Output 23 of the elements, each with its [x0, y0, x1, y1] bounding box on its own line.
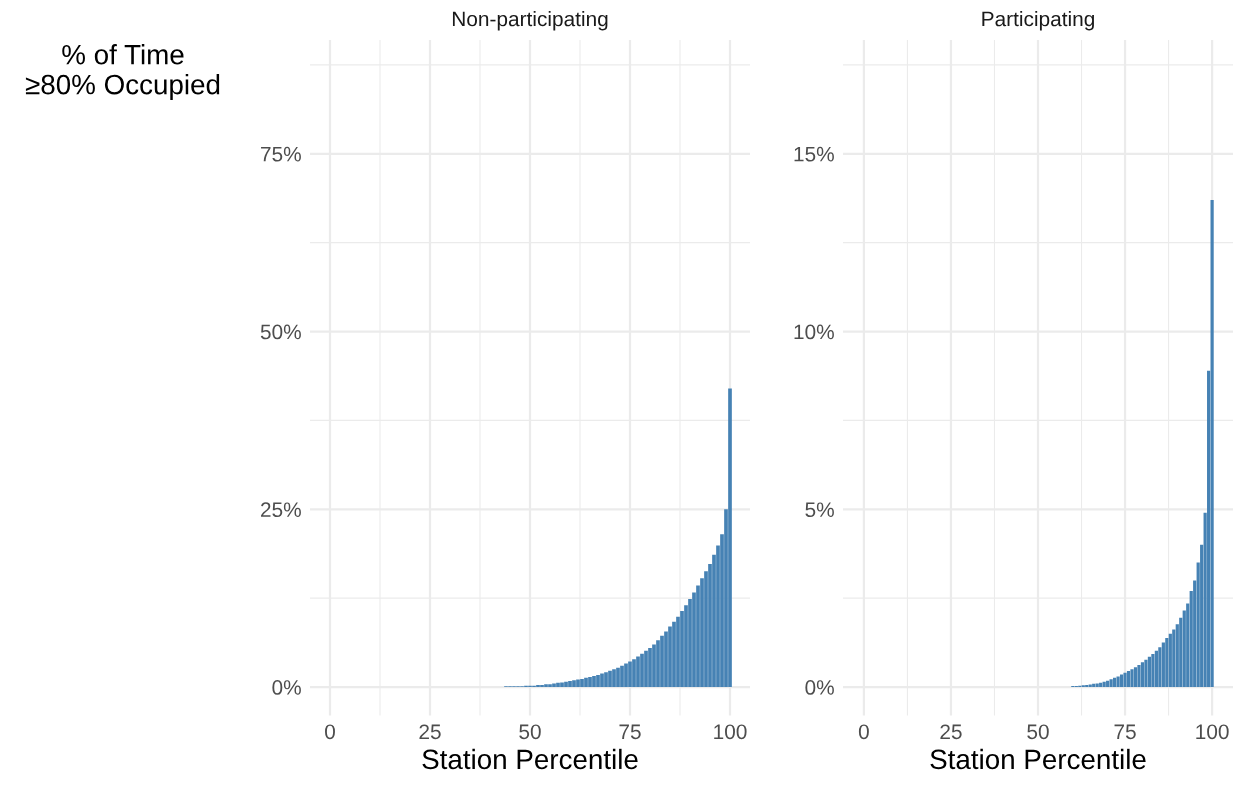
y-tick-label: 50% — [260, 324, 301, 340]
x-tick-label: 0 — [325, 724, 335, 740]
chart-title: Non-participating — [452, 11, 608, 31]
x-tick-label: 75 — [619, 724, 641, 740]
y-tick-label: 0% — [805, 680, 834, 695]
y-tick-label: 0% — [272, 680, 301, 695]
y-tick-label: 15% — [794, 146, 834, 162]
y-tick-label: 10% — [794, 324, 834, 340]
chart-title: Participating — [982, 11, 1094, 31]
x-axis-title: Station Percentile — [422, 748, 638, 770]
x-tick-label: 100 — [714, 724, 747, 740]
x-tick-label: 100 — [1196, 724, 1229, 740]
x-tick-label: 0 — [858, 724, 869, 740]
x-tick-label: 50 — [519, 724, 541, 740]
y-axis-title: % of Time ≥80% Occupied — [25, 44, 220, 100]
y-tick-label: 25% — [261, 502, 301, 518]
y-tick-label: 5% — [805, 502, 834, 518]
x-tick-label: 25 — [419, 724, 441, 740]
x-tick-label: 25 — [940, 724, 962, 740]
x-tick-label: 75 — [1114, 724, 1136, 740]
y-tick-label: 75% — [261, 146, 301, 162]
x-axis-title: Station Percentile — [930, 748, 1146, 770]
x-tick-label: 50 — [1027, 724, 1049, 740]
